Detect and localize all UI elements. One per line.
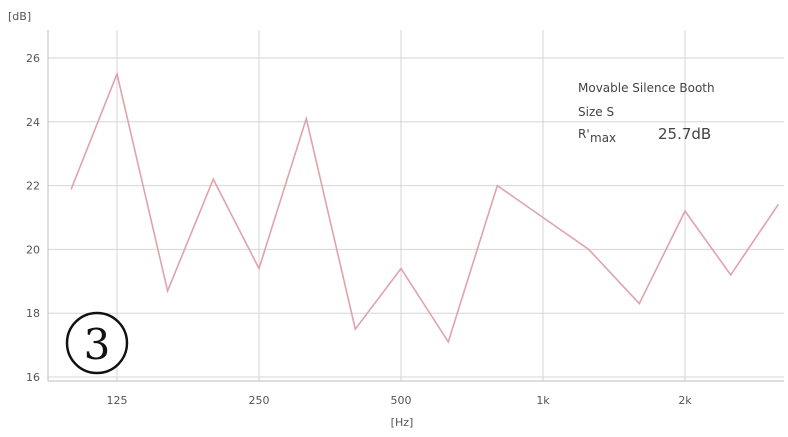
x-tick-label: 250: [249, 394, 270, 407]
annotation-r-subscript: max: [590, 131, 616, 145]
y-tick-label: 20: [26, 243, 40, 256]
y-axis-unit: [dB]: [8, 10, 31, 23]
annotation-size: Size S: [578, 105, 614, 119]
x-tick-label: 1k: [536, 394, 550, 407]
badge-circle: [65, 311, 129, 375]
data-point: [116, 73, 118, 75]
data-point: [638, 302, 641, 305]
badge-number: 3: [84, 320, 111, 369]
data-point: [684, 210, 686, 212]
data-point: [354, 328, 357, 330]
data-point: [400, 267, 402, 270]
y-tick-label: 24: [26, 116, 40, 129]
number-badge: 3: [65, 311, 129, 375]
data-point: [212, 178, 215, 181]
annotation-r-label: R': [578, 127, 590, 141]
y-tick-labels: 16 18 20 22 24 26: [26, 52, 40, 384]
annotation-r-value: 25.7dB: [658, 125, 711, 143]
data-point: [447, 341, 450, 343]
data-point: [777, 203, 779, 206]
y-tick-label: 22: [26, 180, 40, 193]
data-point: [258, 267, 260, 270]
data-point: [70, 187, 73, 190]
x-tick-label: 2k: [678, 394, 692, 407]
x-tick-labels: 125 250 500 1k 2k: [107, 394, 693, 407]
series-layer: [70, 71, 779, 344]
data-point: [305, 117, 308, 120]
y-tick-label: 16: [26, 371, 40, 384]
data-point: [166, 290, 169, 292]
y-tick-label: 26: [26, 52, 40, 65]
x-tick-label: 500: [391, 394, 412, 407]
data-point: [729, 274, 732, 276]
data-point: [587, 248, 590, 251]
annotation-title: Movable Silence Booth: [578, 81, 715, 95]
annotation: Movable Silence Booth Size S R' max 25.7…: [578, 81, 715, 145]
grid-layer: [48, 30, 784, 381]
x-axis-unit: [Hz]: [391, 416, 414, 429]
data-point: [496, 184, 499, 187]
series-line: [70, 71, 779, 344]
data-point: [542, 216, 544, 219]
x-tick-label: 125: [107, 394, 128, 407]
y-tick-label: 18: [26, 307, 40, 320]
